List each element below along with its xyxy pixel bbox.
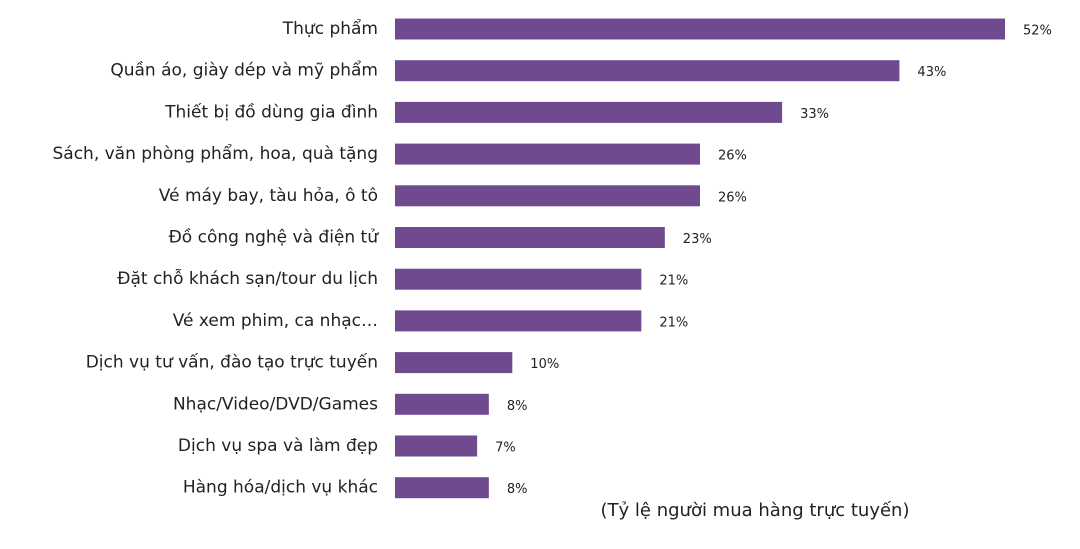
bar <box>395 18 1005 40</box>
category-label: Đồ công nghệ và điện tử <box>169 227 380 248</box>
value-label: 26% <box>718 190 747 205</box>
category-label: Thiết bị đồ dùng gia đình <box>164 101 378 122</box>
value-label: 8% <box>507 482 528 497</box>
category-label: Nhạc/Video/DVD/Games <box>173 394 378 414</box>
bar <box>395 352 513 374</box>
value-label: 10% <box>530 357 559 372</box>
category-label: Sách, văn phòng phẩm, hoa, quà tặng <box>52 143 378 164</box>
category-label: Dịch vụ spa và làm đẹp <box>178 436 378 456</box>
value-label: 33% <box>800 107 829 122</box>
category-label: Thực phẩm <box>282 18 378 39</box>
bar <box>395 101 783 123</box>
bar <box>395 185 700 207</box>
value-label: 52% <box>1023 24 1052 39</box>
value-label: 8% <box>507 399 528 414</box>
bar <box>395 310 642 332</box>
category-label: Vé máy bay, tàu hỏa, ô tô <box>159 186 378 206</box>
category-label: Dịch vụ tư vấn, đào tạo trực tuyến <box>86 352 378 373</box>
bar <box>395 477 489 499</box>
bar <box>395 268 642 290</box>
category-label: Hàng hóa/dịch vụ khác <box>183 478 378 498</box>
category-label: Quần áo, giày dép và mỹ phẩm <box>110 60 378 81</box>
bar <box>395 143 700 165</box>
value-label: 43% <box>917 65 946 80</box>
bar <box>395 435 478 457</box>
value-label: 23% <box>683 232 712 247</box>
value-label: 7% <box>495 441 516 456</box>
category-label: Vé xem phim, ca nhạc… <box>173 311 378 331</box>
value-label: 21% <box>659 274 688 289</box>
category-label: Đặt chỗ khách sạn/tour du lịch <box>117 268 378 289</box>
bar <box>395 227 665 248</box>
value-label: 26% <box>718 149 747 164</box>
bar <box>395 60 900 82</box>
value-label: 21% <box>659 315 688 330</box>
bar <box>395 393 489 415</box>
x-axis-label: (Tỷ lệ người mua hàng trực tuyến) <box>601 500 910 521</box>
